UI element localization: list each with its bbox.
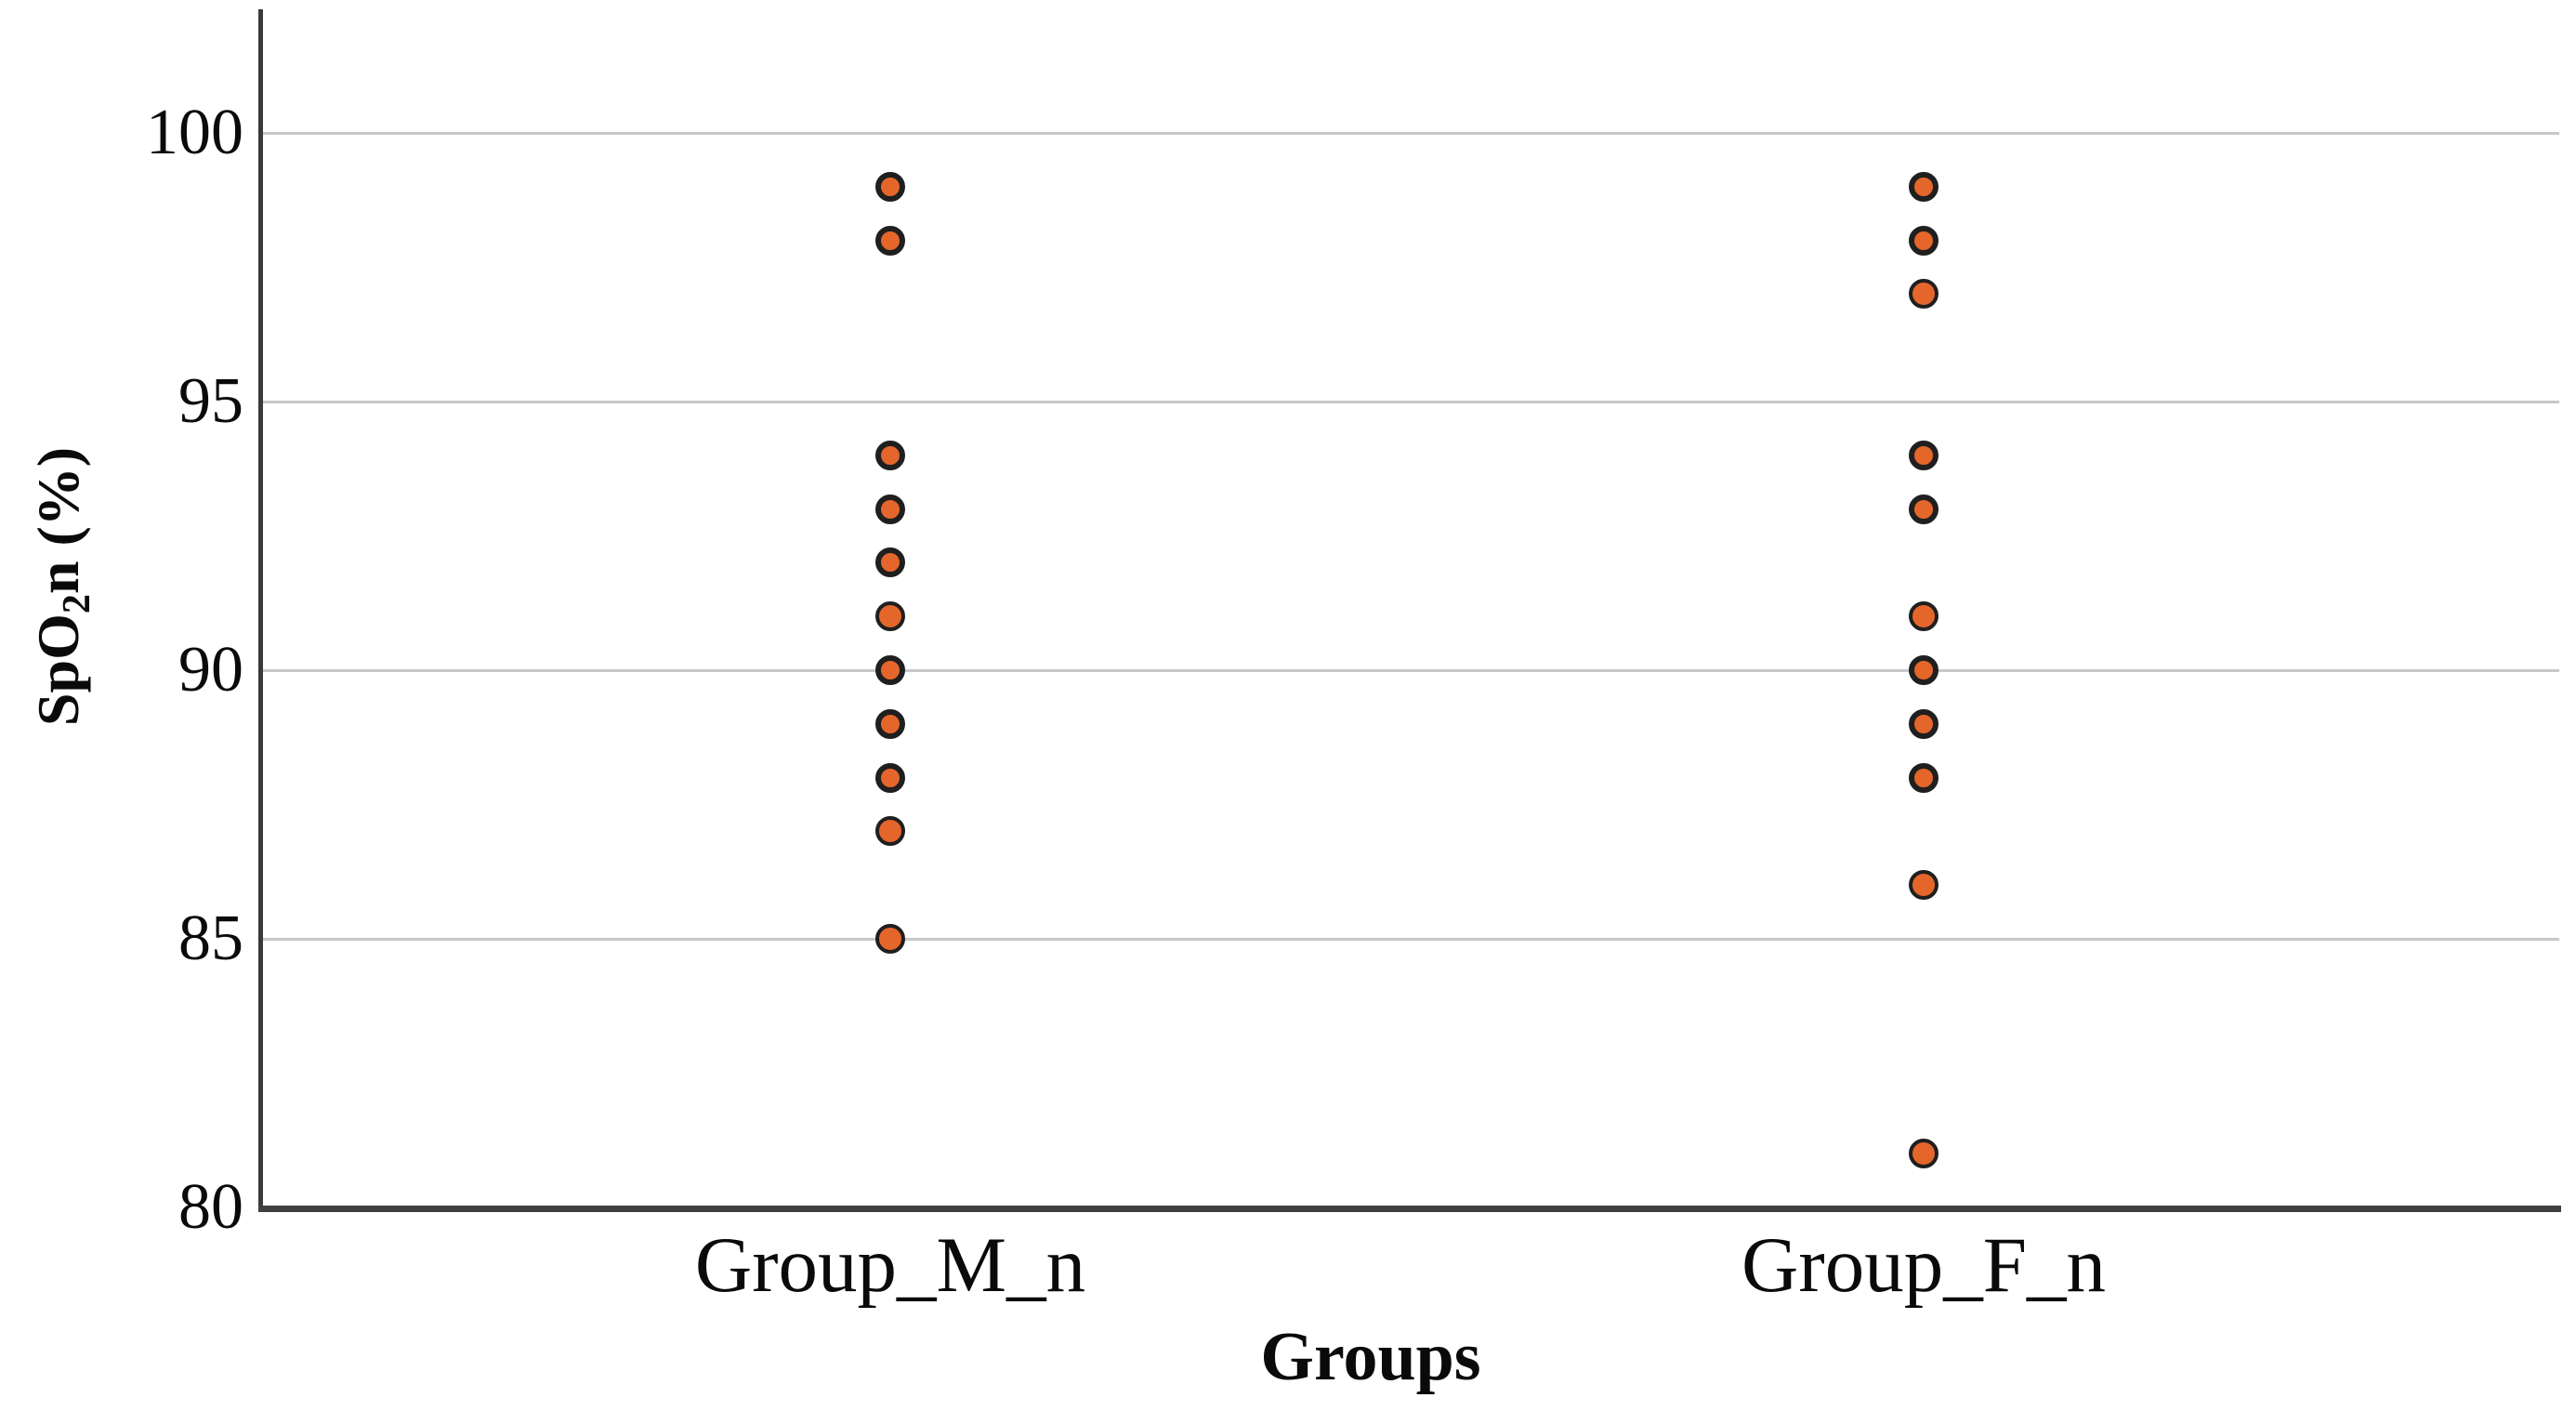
data-point-Group_F_n-98 [1909, 225, 1939, 256]
data-point-Group_M_n-87 [875, 816, 905, 847]
y-axis-line [258, 9, 263, 1212]
data-point-Group_M_n-94 [875, 440, 905, 470]
y-axis-title-suffix: n (%) [25, 446, 91, 595]
data-point-Group_M_n-88 [875, 762, 905, 793]
data-point-Group_M_n-91 [875, 601, 905, 632]
x-axis-line [258, 1206, 2561, 1212]
data-point-Group_F_n-94 [1909, 440, 1939, 470]
data-point-Group_F_n-81 [1909, 1139, 1939, 1169]
data-point-Group_M_n-85 [875, 924, 905, 954]
gridline-90 [263, 668, 2559, 672]
data-point-Group_F_n-93 [1909, 494, 1939, 524]
x-category-label-Group_M_n: Group_M_n [694, 1221, 1086, 1309]
y-tick-label-90: 90 [178, 634, 243, 705]
data-point-Group_M_n-92 [875, 547, 905, 578]
y-axis-title-subscript: 2 [56, 594, 99, 614]
data-point-Group_F_n-97 [1909, 279, 1939, 310]
y-tick-label-80: 80 [178, 1171, 243, 1243]
gridline-100 [263, 131, 2559, 135]
y-tick-label-85: 85 [178, 903, 243, 974]
data-point-Group_F_n-99 [1909, 171, 1939, 202]
data-point-Group_M_n-93 [875, 494, 905, 524]
y-tick-label-100: 100 [146, 97, 243, 168]
gridline-95 [263, 400, 2559, 403]
y-tick-label-95: 95 [178, 365, 243, 437]
gridline-85 [263, 937, 2559, 941]
data-point-Group_M_n-90 [875, 655, 905, 685]
data-point-Group_M_n-89 [875, 708, 905, 739]
data-point-Group_F_n-88 [1909, 762, 1939, 793]
x-category-label-Group_F_n: Group_F_n [1741, 1221, 2106, 1309]
data-point-Group_M_n-99 [875, 171, 905, 202]
data-point-Group_F_n-86 [1909, 870, 1939, 901]
data-point-Group_F_n-89 [1909, 708, 1939, 739]
data-point-Group_F_n-90 [1909, 655, 1939, 685]
data-point-Group_F_n-91 [1909, 601, 1939, 632]
x-axis-title: Groups [1260, 1319, 1481, 1395]
data-point-Group_M_n-98 [875, 225, 905, 256]
